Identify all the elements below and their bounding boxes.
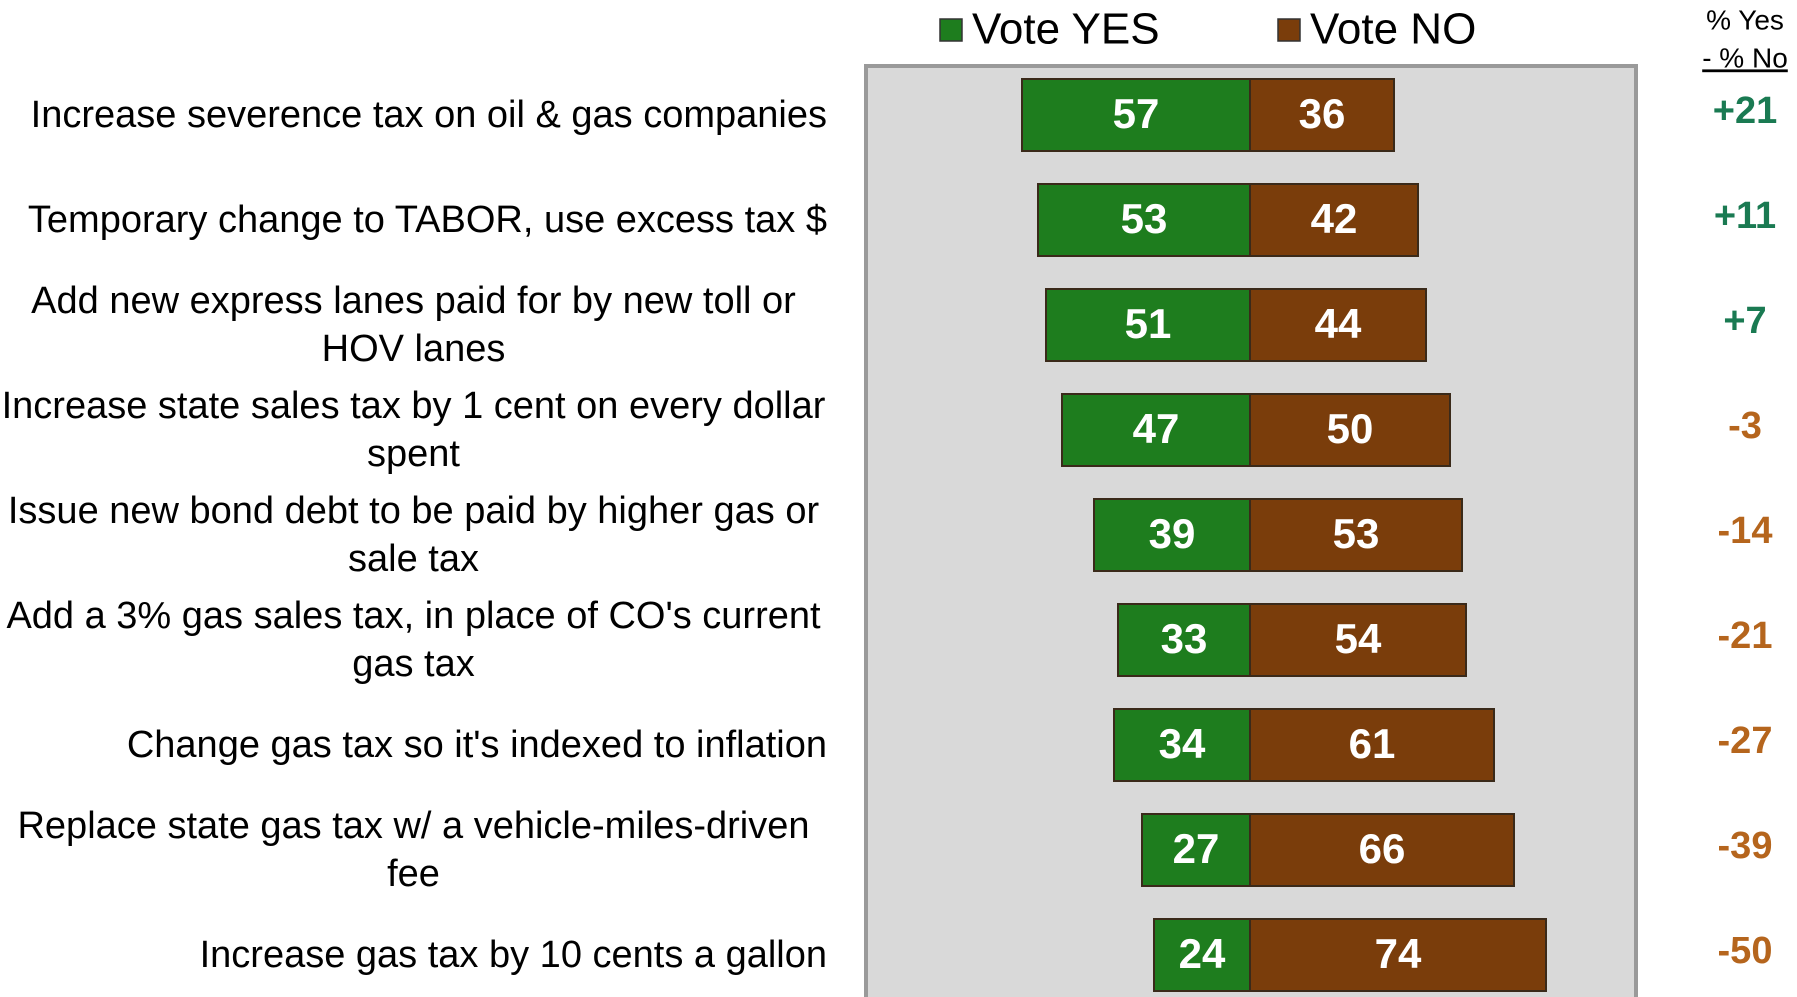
bar [1045,288,1251,362]
bar-value-label: 61 [1349,720,1396,767]
bar-value-label: 42 [1311,195,1358,242]
net-label: +11 [1714,195,1776,237]
bar-value-label: 57 [1113,90,1160,137]
bar [1249,813,1515,887]
legend-label: Vote YES [972,5,1160,54]
category-label: Change gas tax so it's indexed to inflat… [126,724,827,766]
category-label: Issue new bond debt to be paid by higher… [7,490,820,580]
bar [1141,813,1251,887]
bar [1249,708,1495,782]
bar [1249,183,1419,257]
category-label: Add a 3% gas sales tax, in place of CO's… [6,595,821,685]
bar [1061,393,1251,467]
bar-value-label: 74 [1375,930,1422,977]
category-label: Increase state sales tax by 1 cent on ev… [1,385,826,475]
bar-value-label: 53 [1333,510,1380,557]
net-label: -14 [1718,510,1773,552]
bar [1153,918,1251,992]
bar-value-label: 36 [1299,90,1346,137]
bar-value-label: 50 [1327,405,1374,452]
bar-value-label: 24 [1179,930,1226,977]
bar [1249,288,1427,362]
bar-value-label: 54 [1335,615,1382,662]
net-label: -27 [1718,720,1773,762]
net-label: +7 [1723,300,1766,342]
bar [1021,78,1251,152]
net-label: -39 [1718,825,1773,867]
net-label: -50 [1718,930,1773,972]
legend-swatch [939,18,963,42]
bar-value-label: 39 [1149,510,1196,557]
bar [1093,498,1251,572]
category-label: Replace state gas tax w/ a vehicle-miles… [17,805,810,895]
net-label: -21 [1718,615,1773,657]
bar-value-label: 47 [1133,405,1180,452]
bar [1249,918,1547,992]
bar-value-label: 51 [1125,300,1172,347]
category-label: Increase gas tax by 10 cents a gallon [199,934,827,976]
bar [1249,603,1467,677]
category-label: Increase severence tax on oil & gas comp… [30,94,827,136]
bar-value-label: 34 [1159,720,1206,767]
bar-value-label: 44 [1315,300,1362,347]
category-label: Temporary change to TABOR, use excess ta… [27,199,827,241]
net-header: - % No [1702,42,1788,73]
net-label: +21 [1713,90,1777,132]
bar-value-label: 53 [1121,195,1168,242]
bar [1037,183,1251,257]
bar-value-label: 27 [1173,825,1220,872]
legend-swatch [1277,18,1301,42]
bar-value-label: 66 [1359,825,1406,872]
category-label: Add new express lanes paid for by new to… [31,280,796,370]
net-header: % Yes [1706,4,1784,35]
legend-label: Vote NO [1310,5,1476,54]
bar-value-label: 33 [1161,615,1208,662]
bar [1117,603,1251,677]
bar [1249,498,1463,572]
bar [1249,78,1395,152]
bar [1249,393,1451,467]
net-label: -3 [1728,405,1762,447]
